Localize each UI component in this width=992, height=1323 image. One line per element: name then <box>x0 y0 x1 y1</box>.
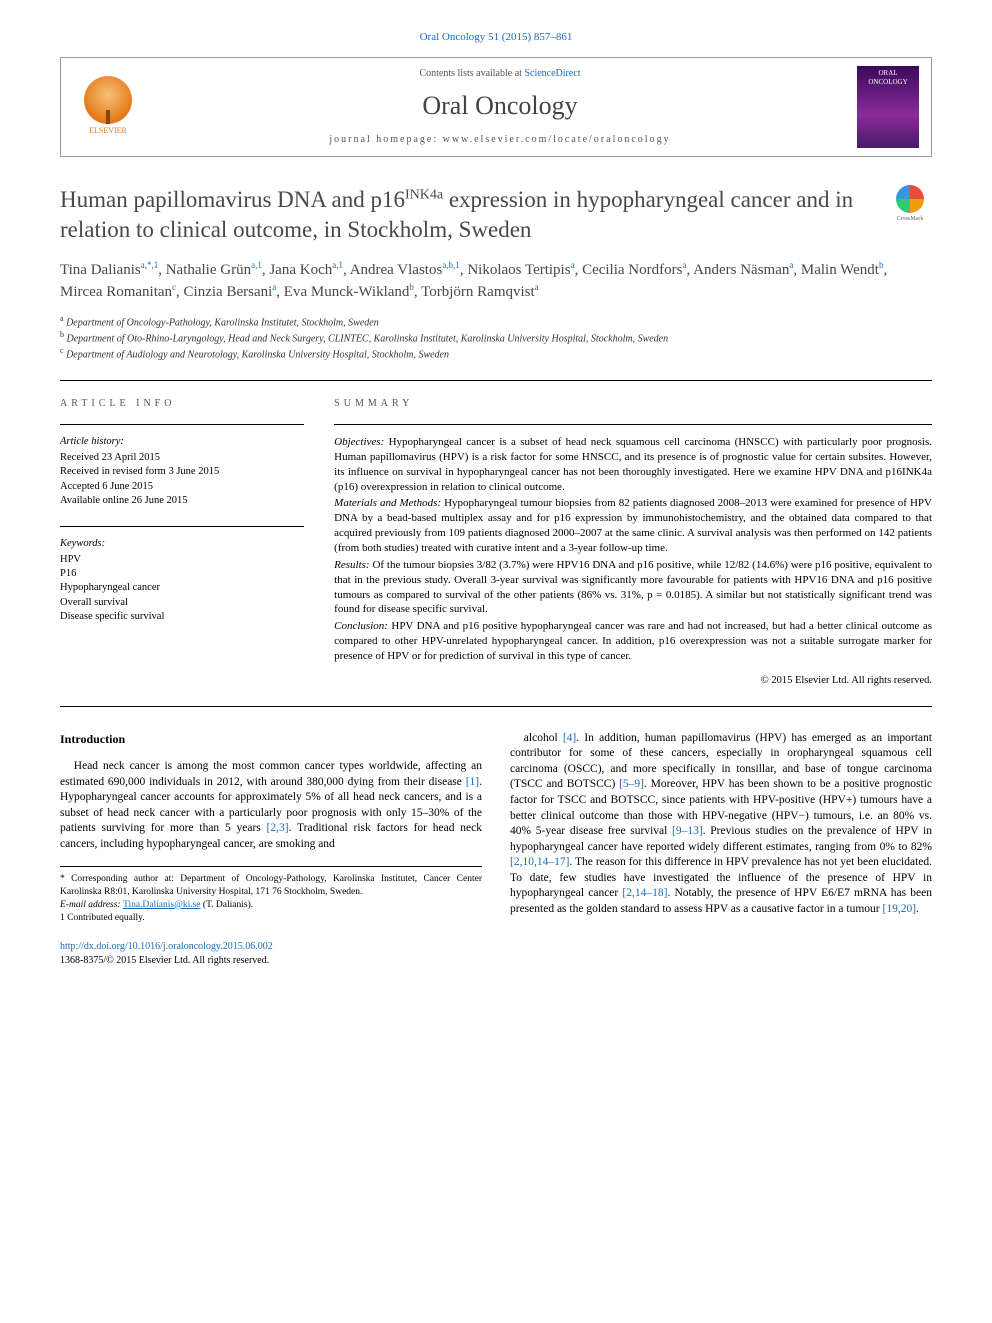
author-affil-mark[interactable]: a,1 <box>332 260 343 270</box>
left-column: Introduction Head neck cancer is among t… <box>60 731 482 925</box>
elsevier-logo-label: ELSEVIER <box>89 126 127 137</box>
contents-line: Contents lists available at ScienceDirec… <box>157 67 843 81</box>
summary-seg-label: Materials and Methods: <box>334 497 441 509</box>
title-sup: INK4a <box>405 187 443 202</box>
author-affil-mark[interactable]: a <box>272 282 276 292</box>
affiliation: b Department of Oto-Rhino-Laryngology, H… <box>60 330 932 346</box>
journal-reference: Oral Oncology 51 (2015) 857–861 <box>60 30 932 45</box>
summary-segment: Materials and Methods: Hypopharyngeal tu… <box>334 496 932 555</box>
doi-block: http://dx.doi.org/10.1016/j.oraloncology… <box>60 940 932 967</box>
summary-segment: Conclusion: HPV DNA and p16 positive hyp… <box>334 619 932 664</box>
summary-seg-label: Results: <box>334 559 369 571</box>
history-line: Accepted 6 June 2015 <box>60 480 304 494</box>
history-line: Received 23 April 2015 <box>60 451 304 465</box>
affiliations-block: a Department of Oncology-Pathology, Karo… <box>60 314 932 361</box>
author-affil-mark[interactable]: a <box>682 260 686 270</box>
summary-segment: Objectives: Hypopharyngeal cancer is a s… <box>334 435 932 494</box>
elsevier-logo[interactable]: ELSEVIER <box>73 67 143 147</box>
citation-link[interactable]: [1] <box>466 776 479 788</box>
author: Anders Näsmana <box>693 262 793 278</box>
authors-block: Tina Dalianisa,*,1, Nathalie Grüna,1, Ja… <box>60 259 932 305</box>
summary-seg-label: Conclusion: <box>334 620 388 632</box>
author-affil-mark[interactable]: a <box>571 260 575 270</box>
corresponding-email-link[interactable]: Tina.Dalianis@ki.se <box>123 900 201 910</box>
author: Tina Dalianisa,*,1 <box>60 262 158 278</box>
author: Torbjörn Ramqvista <box>421 284 539 300</box>
author-affil-mark[interactable]: b <box>409 282 414 292</box>
title-pre: Human papillomavirus DNA and p16 <box>60 187 405 212</box>
keyword: Overall survival <box>60 596 304 610</box>
header-center: Contents lists available at ScienceDirec… <box>157 67 843 147</box>
author: Cinzia Bersania <box>184 284 277 300</box>
author-affil-mark[interactable]: a,1 <box>251 260 262 270</box>
summary-segment: Results: Of the tumour biopsies 3/82 (3.… <box>334 558 932 617</box>
article-history: Article history: Received 23 April 2015 … <box>60 435 304 508</box>
citation-link[interactable]: [2,10,14–17] <box>510 856 569 868</box>
crossmark-icon <box>896 185 924 213</box>
cover-text-top: ORAL <box>878 69 897 78</box>
right-column: alcohol [4]. In addition, human papillom… <box>510 731 932 925</box>
article-info-label: ARTICLE INFO <box>60 397 304 411</box>
citation-link[interactable]: [2,14–18] <box>622 887 667 899</box>
journal-header-bar: ELSEVIER Contents lists available at Sci… <box>60 57 932 157</box>
author-affil-mark[interactable]: c <box>172 282 176 292</box>
journal-name: Oral Oncology <box>157 88 843 123</box>
affiliation: a Department of Oncology-Pathology, Karo… <box>60 314 932 330</box>
author: Nikolaos Tertipisa <box>467 262 574 278</box>
intro-para-col2: alcohol [4]. In addition, human papillom… <box>510 731 932 917</box>
keyword: P16 <box>60 567 304 581</box>
main-body: Introduction Head neck cancer is among t… <box>60 731 932 925</box>
author-affil-mark[interactable]: a <box>789 260 793 270</box>
author-affil-mark[interactable]: a <box>535 282 539 292</box>
email-who: (T. Dalianis). <box>201 900 254 910</box>
author: Malin Wendtb <box>801 262 884 278</box>
keyword: Hypopharyngeal cancer <box>60 581 304 595</box>
footnotes: * Corresponding author at: Department of… <box>60 866 482 924</box>
keyword: Disease specific survival <box>60 610 304 624</box>
keyword: HPV <box>60 553 304 567</box>
contributed-note: 1 Contributed equally. <box>60 912 482 925</box>
author-affil-mark[interactable]: a,*,1 <box>141 260 159 270</box>
introduction-heading: Introduction <box>60 731 482 747</box>
keywords-block: Keywords: HPV P16 Hypopharyngeal cancer … <box>60 537 304 624</box>
affiliation: c Department of Audiology and Neurotolog… <box>60 346 932 362</box>
citation-link[interactable]: [9–13] <box>672 825 703 837</box>
email-line: E-mail address: Tina.Dalianis@ki.se (T. … <box>60 899 482 912</box>
citation-link[interactable]: [4] <box>563 732 576 744</box>
history-line: Received in revised form 3 June 2015 <box>60 465 304 479</box>
journal-cover-thumbnail[interactable]: ORAL ONCOLOGY <box>857 66 919 148</box>
summary-label: SUMMARY <box>334 397 932 411</box>
article-info-column: ARTICLE INFO Article history: Received 2… <box>60 397 304 688</box>
author-affil-mark[interactable]: b <box>879 260 884 270</box>
history-line: Available online 26 June 2015 <box>60 494 304 508</box>
author: Andrea Vlastosa,b,1 <box>350 262 460 278</box>
crossmark-label: CrossMark <box>897 215 924 223</box>
summary-copyright: © 2015 Elsevier Ltd. All rights reserved… <box>334 674 932 688</box>
article-history-header: Article history: <box>60 435 304 449</box>
author: Nathalie Grüna,1 <box>166 262 262 278</box>
author: Jana Kocha,1 <box>269 262 343 278</box>
corresponding-note: * Corresponding author at: Department of… <box>60 873 482 899</box>
author: Mircea Romanitanc <box>60 284 176 300</box>
author: Cecilia Nordforsa <box>582 262 686 278</box>
doi-link[interactable]: http://dx.doi.org/10.1016/j.oraloncology… <box>60 941 273 952</box>
summary-seg-label: Objectives: <box>334 436 384 448</box>
article-title: Human papillomavirus DNA and p16INK4a ex… <box>60 185 878 245</box>
keywords-header: Keywords: <box>60 537 304 551</box>
email-label: E-mail address: <box>60 900 123 910</box>
crossmark-badge[interactable]: CrossMark <box>888 185 932 229</box>
issn-copyright: 1368-8375/© 2015 Elsevier Ltd. All right… <box>60 955 269 966</box>
intro-para-col1: Head neck cancer is among the most commo… <box>60 759 482 852</box>
author-affil-mark[interactable]: a,b,1 <box>442 260 460 270</box>
citation-link[interactable]: [5–9] <box>619 778 644 790</box>
citation-link[interactable]: [2,3] <box>267 822 289 834</box>
elsevier-tree-icon <box>84 76 132 124</box>
sciencedirect-link[interactable]: ScienceDirect <box>524 68 580 79</box>
journal-homepage: journal homepage: www.elsevier.com/locat… <box>157 133 843 147</box>
author: Eva Munck-Wiklandb <box>284 284 414 300</box>
citation-link[interactable]: [19,20] <box>882 903 916 915</box>
cover-text-bottom: ONCOLOGY <box>868 78 907 87</box>
summary-column: SUMMARY Objectives: Hypopharyngeal cance… <box>334 397 932 688</box>
contents-prefix: Contents lists available at <box>419 68 524 79</box>
